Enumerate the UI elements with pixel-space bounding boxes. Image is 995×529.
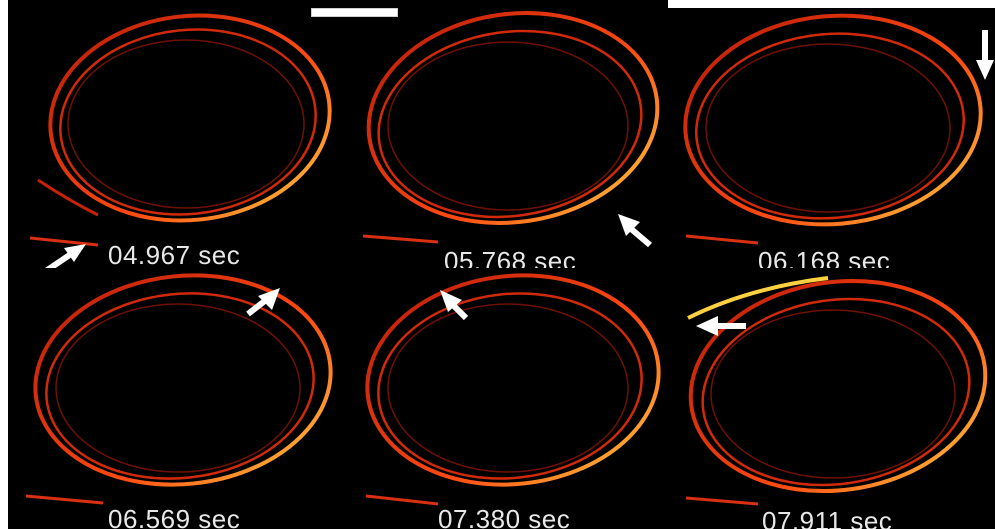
frame-panel-3: 06.168 sec	[668, 8, 995, 268]
vessel-image	[29, 13, 332, 247]
arrow-icon	[44, 244, 86, 268]
frame-panel-1: 04.967 sec	[8, 0, 338, 268]
timestamp-label: 05.768 sec	[444, 246, 577, 268]
timestamp-label: 07.911 sec	[762, 506, 893, 529]
timestamp-label: 07.380 sec	[438, 504, 571, 529]
arrow-icon	[246, 288, 280, 317]
frame-panel-5: 07.380 sec	[338, 268, 668, 529]
vessel-image	[25, 273, 333, 505]
arrow-icon	[976, 30, 994, 80]
arrow-icon	[618, 214, 652, 248]
vessel-image	[365, 273, 661, 506]
scale-bar	[311, 8, 398, 17]
timestamp-label: 06.168 sec	[758, 246, 891, 268]
arrow-icon	[696, 316, 746, 336]
arrow-icon	[440, 290, 469, 321]
vessel-image	[362, 11, 660, 244]
vessel-image	[685, 276, 988, 506]
timestamp-label: 04.967 sec	[108, 240, 241, 268]
frame-panel-4: 06.569 sec	[8, 268, 338, 529]
frame-panel-2: 05.768 sec	[338, 0, 668, 268]
frame-panel-6: 07.911 sec	[668, 268, 995, 529]
scale-bar-label: 6 mm	[313, 26, 373, 53]
timestamp-label: 06.569 sec	[108, 504, 241, 529]
vessel-image	[683, 13, 983, 245]
